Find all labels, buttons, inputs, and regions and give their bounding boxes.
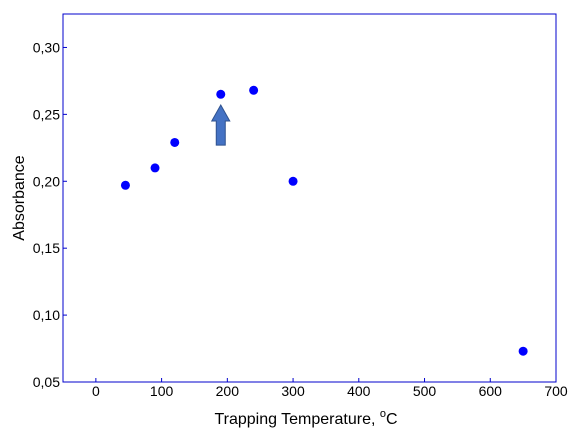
- y-axis-tick-labels: 0,05 0,10 0,15 0,20 0,25 0,30: [33, 39, 60, 390]
- x-axis-tick-labels: 0 100 200 300 400 500 600 700: [92, 383, 568, 399]
- data-point: [288, 176, 298, 186]
- x-axis-unit: C: [386, 411, 398, 428]
- x-tick-label: 200: [216, 383, 240, 399]
- data-point: [150, 163, 160, 173]
- arrow-annotation: [210, 103, 231, 146]
- data-point: [216, 89, 226, 99]
- y-axis-ticks: [63, 46, 67, 383]
- data-point: [518, 346, 528, 356]
- data-point: [170, 137, 180, 147]
- x-tick-label: 500: [413, 383, 437, 399]
- x-tick-label: 100: [150, 383, 174, 399]
- y-tick-label: 0,30: [33, 39, 60, 55]
- x-axis-title: Trapping Temperature, oC: [214, 408, 397, 428]
- x-tick-label: 700: [544, 383, 568, 399]
- data-points: [120, 85, 528, 356]
- data-point: [120, 180, 130, 190]
- x-tick-label: 400: [347, 383, 371, 399]
- x-tick-label: 0: [92, 383, 100, 399]
- y-tick-label: 0,20: [33, 173, 60, 189]
- x-axis-ticks: [95, 378, 557, 382]
- y-tick-label: 0,05: [33, 374, 60, 390]
- y-axis-title: Absorbance: [11, 155, 28, 240]
- x-tick-label: 300: [281, 383, 305, 399]
- up-arrow: [210, 103, 231, 146]
- x-tick-label: 600: [479, 383, 503, 399]
- y-tick-label: 0,25: [33, 106, 60, 122]
- data-point: [249, 85, 259, 95]
- plot-frame: [62, 13, 557, 383]
- degree-superscript: o: [380, 408, 386, 420]
- y-tick-label: 0,10: [33, 307, 60, 323]
- y-tick-label: 0,15: [33, 240, 60, 256]
